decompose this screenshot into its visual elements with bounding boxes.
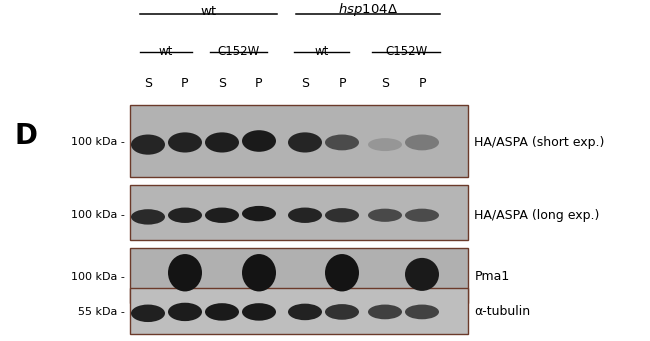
Ellipse shape bbox=[168, 208, 202, 223]
FancyBboxPatch shape bbox=[130, 185, 468, 240]
Text: 100 kDa -: 100 kDa - bbox=[71, 210, 125, 220]
Text: HA/ASPA (long exp.): HA/ASPA (long exp.) bbox=[474, 209, 600, 222]
Ellipse shape bbox=[405, 209, 439, 222]
Text: 100 kDa -: 100 kDa - bbox=[71, 271, 125, 282]
Text: S: S bbox=[218, 77, 226, 90]
Ellipse shape bbox=[288, 132, 322, 152]
Text: $\it{hsp104\Delta}$: $\it{hsp104\Delta}$ bbox=[338, 1, 398, 18]
Ellipse shape bbox=[405, 134, 439, 150]
Ellipse shape bbox=[368, 209, 402, 222]
Ellipse shape bbox=[405, 305, 439, 319]
Ellipse shape bbox=[288, 208, 322, 223]
Ellipse shape bbox=[168, 254, 202, 292]
Ellipse shape bbox=[325, 304, 359, 320]
Ellipse shape bbox=[242, 130, 276, 152]
Text: wt: wt bbox=[159, 45, 173, 58]
Ellipse shape bbox=[288, 303, 322, 320]
Ellipse shape bbox=[168, 132, 202, 152]
FancyBboxPatch shape bbox=[130, 248, 468, 303]
Text: S: S bbox=[144, 77, 152, 90]
Ellipse shape bbox=[368, 138, 402, 151]
Ellipse shape bbox=[242, 254, 276, 292]
Text: wt: wt bbox=[200, 5, 216, 18]
Ellipse shape bbox=[131, 305, 165, 322]
Text: 55 kDa -: 55 kDa - bbox=[78, 307, 125, 317]
Ellipse shape bbox=[205, 132, 239, 152]
Ellipse shape bbox=[168, 303, 202, 321]
Text: C152W: C152W bbox=[385, 45, 427, 58]
Text: P: P bbox=[181, 77, 188, 90]
Text: HA/ASPA (short exp.): HA/ASPA (short exp.) bbox=[474, 136, 605, 149]
Text: P: P bbox=[255, 77, 263, 90]
Ellipse shape bbox=[325, 134, 359, 150]
Ellipse shape bbox=[205, 303, 239, 321]
Ellipse shape bbox=[325, 208, 359, 222]
Text: wt: wt bbox=[315, 45, 329, 58]
Ellipse shape bbox=[242, 303, 276, 321]
Text: S: S bbox=[381, 77, 389, 90]
Text: D: D bbox=[14, 122, 37, 150]
Text: P: P bbox=[418, 77, 426, 90]
Ellipse shape bbox=[325, 254, 359, 292]
Text: Pma1: Pma1 bbox=[474, 270, 510, 283]
Text: α-tubulin: α-tubulin bbox=[474, 306, 530, 318]
Ellipse shape bbox=[131, 134, 165, 155]
Ellipse shape bbox=[131, 209, 165, 225]
Text: 100 kDa -: 100 kDa - bbox=[71, 137, 125, 147]
Text: S: S bbox=[301, 77, 309, 90]
Ellipse shape bbox=[405, 258, 439, 291]
Ellipse shape bbox=[368, 305, 402, 319]
Ellipse shape bbox=[242, 206, 276, 221]
Ellipse shape bbox=[205, 208, 239, 223]
FancyBboxPatch shape bbox=[130, 288, 468, 334]
Text: P: P bbox=[338, 77, 346, 90]
FancyBboxPatch shape bbox=[130, 105, 468, 177]
Text: C152W: C152W bbox=[217, 45, 259, 58]
